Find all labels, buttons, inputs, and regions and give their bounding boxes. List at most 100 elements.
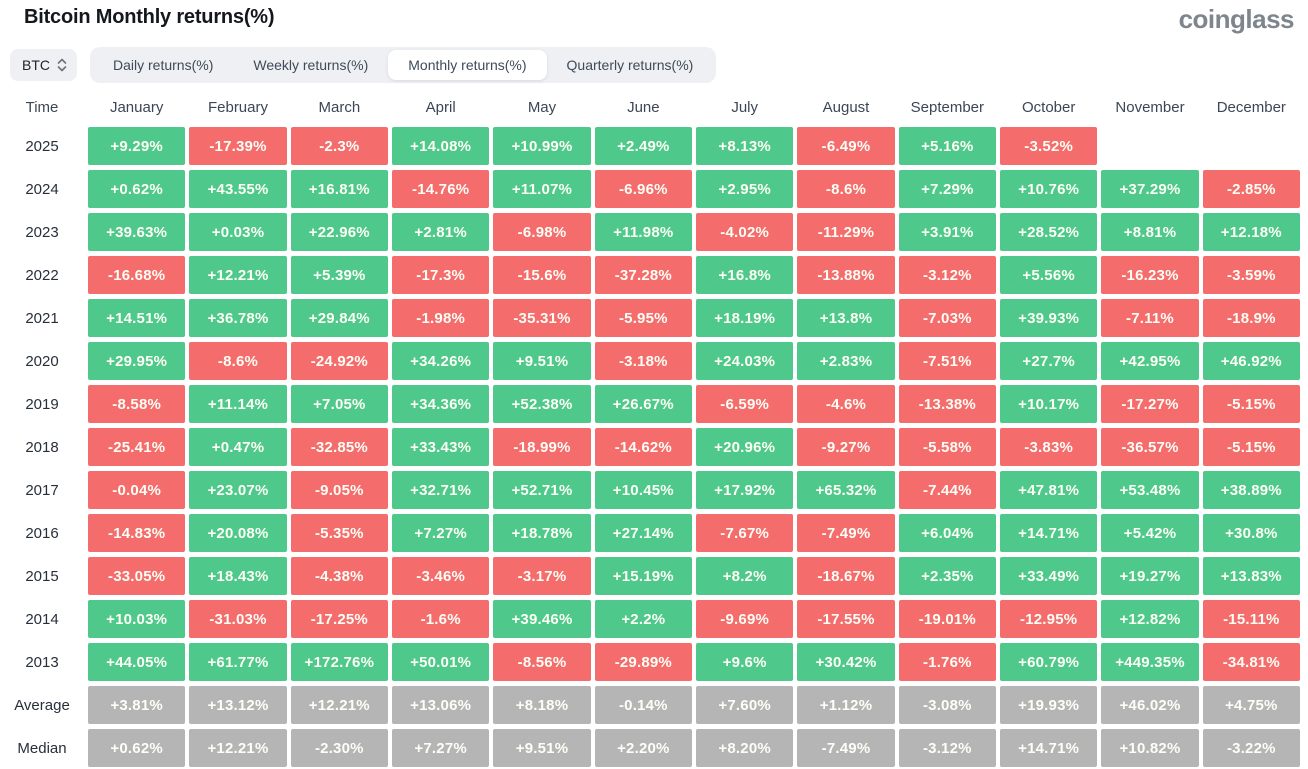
return-cell: +46.02% [1101,686,1199,724]
return-cell: -6.49% [797,127,895,165]
return-cell: +5.16% [898,127,996,165]
return-cell: -3.17% [493,557,591,595]
return-cell: +0.62% [88,170,186,208]
return-cell: -14.62% [594,428,692,466]
returns-tab-group: Daily returns(%) Weekly returns(%) Month… [90,47,717,83]
tab-weekly-returns[interactable]: Weekly returns(%) [253,57,369,73]
return-cell: -18.67% [797,557,895,595]
return-cell: +3.81% [88,686,186,724]
return-cell: +0.62% [88,729,186,767]
tab-quarterly-returns[interactable]: Quarterly returns(%) [566,57,694,73]
return-cell: +8.81% [1101,213,1199,251]
return-cell: +0.03% [189,213,287,251]
return-cell: -2.85% [1202,170,1300,208]
return-cell: +33.43% [392,428,490,466]
return-cell: +14.08% [392,127,490,165]
tab-daily-returns[interactable]: Daily returns(%) [113,57,214,73]
tab-monthly-returns[interactable]: Monthly returns(%) [388,50,547,80]
column-header-june: June [627,98,660,116]
return-cell: -9.27% [797,428,895,466]
return-cell: -0.14% [594,686,692,724]
return-cell: +30.8% [1202,514,1300,552]
return-cell: +16.81% [290,170,388,208]
return-cell: +9.29% [88,127,186,165]
return-cell [1203,127,1300,165]
return-cell: -3.08% [898,686,996,724]
symbol-select-value: BTC [22,57,50,73]
return-cell: -16.23% [1101,256,1199,294]
return-cell: +5.42% [1101,514,1199,552]
return-cell: +11.98% [594,213,692,251]
return-cell: -34.81% [1202,643,1300,681]
row-label-median: Median [17,739,67,757]
return-cell: +29.84% [290,299,388,337]
row-label-2021: 2021 [25,309,59,327]
return-cell: -4.02% [696,213,794,251]
return-cell: -7.49% [797,514,895,552]
return-cell: +8.20% [696,729,794,767]
return-cell: -5.15% [1202,428,1300,466]
return-cell: +39.63% [88,213,186,251]
return-cell: -36.57% [1101,428,1199,466]
return-cell: +2.49% [594,127,692,165]
return-cell: +3.91% [898,213,996,251]
return-cell: +32.71% [392,471,490,509]
return-cell: +20.08% [189,514,287,552]
return-cell: +60.79% [1000,643,1098,681]
return-cell: +39.46% [493,600,591,638]
return-cell: +172.76% [290,643,388,681]
return-cell: -16.68% [88,256,186,294]
column-header-february: February [207,98,268,116]
return-cell: +38.89% [1202,471,1300,509]
return-cell: +18.43% [189,557,287,595]
return-cell: +12.82% [1101,600,1199,638]
row-label-2014: 2014 [25,610,59,628]
return-cell: +4.75% [1202,686,1300,724]
return-cell: -5.58% [898,428,996,466]
return-cell: +46.92% [1202,342,1300,380]
return-cell: +24.03% [696,342,794,380]
return-cell: +30.42% [797,643,895,681]
return-cell: +33.49% [1000,557,1098,595]
return-cell: +9.6% [696,643,794,681]
column-header-january: January [109,98,164,116]
column-header-july: July [731,98,758,116]
column-header-december: December [1216,98,1286,116]
symbol-select[interactable]: BTC [10,49,77,81]
return-cell: -37.28% [594,256,692,294]
return-cell: -17.39% [189,127,287,165]
return-cell: -13.88% [797,256,895,294]
row-label-2017: 2017 [25,481,59,499]
return-cell: -29.89% [594,643,692,681]
return-cell: +5.39% [290,256,388,294]
row-label-2018: 2018 [25,438,59,456]
return-cell: +15.19% [594,557,692,595]
return-cell: -3.18% [594,342,692,380]
row-label-2016: 2016 [25,524,59,542]
row-label-2019: 2019 [25,395,59,413]
return-cell: +10.76% [1000,170,1098,208]
return-cell: +19.93% [1000,686,1098,724]
return-cell: +7.29% [898,170,996,208]
chevron-up-down-icon [57,57,67,73]
return-cell: +27.7% [1000,342,1098,380]
return-cell: +6.04% [898,514,996,552]
return-cell: -8.58% [88,385,186,423]
return-cell: -25.41% [88,428,186,466]
return-cell: -3.59% [1202,256,1300,294]
return-cell: +16.8% [696,256,794,294]
return-cell: +7.27% [392,514,490,552]
return-cell: -11.29% [797,213,895,251]
return-cell: +2.81% [392,213,490,251]
return-cell: +2.83% [797,342,895,380]
row-label-2013: 2013 [25,653,59,671]
return-cell: +26.67% [594,385,692,423]
return-cell: +34.36% [392,385,490,423]
return-cell: +65.32% [797,471,895,509]
return-cell: +44.05% [88,643,186,681]
return-cell: +43.55% [189,170,287,208]
return-cell: -9.05% [290,471,388,509]
return-cell: +13.12% [189,686,287,724]
return-cell: -0.04% [88,471,186,509]
return-cell: -3.83% [1000,428,1098,466]
